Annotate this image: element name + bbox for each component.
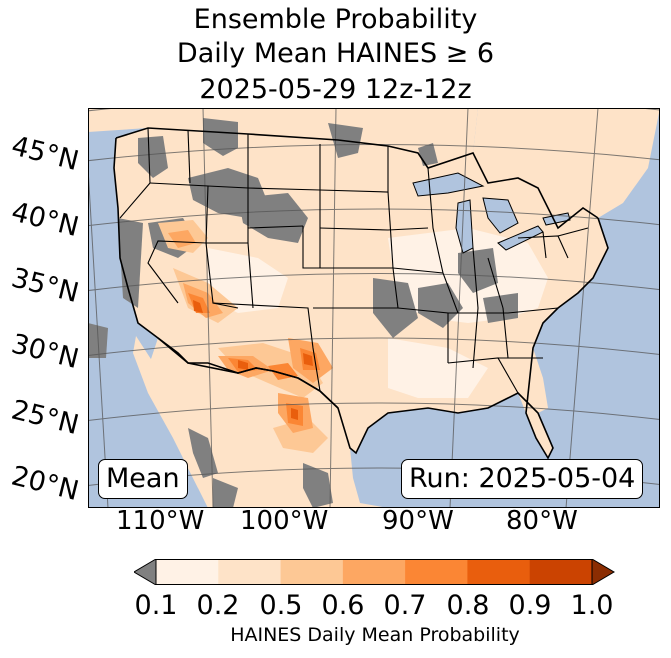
title-line-2: Daily Mean HAINES ≥ 6 — [176, 38, 495, 69]
lon-label-90: 90°W — [382, 506, 454, 536]
lat-label-45: 45°N — [8, 130, 82, 178]
title-line-1: Ensemble Probability — [193, 4, 478, 35]
probability-map — [88, 108, 660, 508]
lake-superior — [412, 172, 485, 197]
prob-bin-highest — [193, 300, 313, 420]
nodata-area — [418, 283, 463, 328]
colorbar-segment — [529, 559, 593, 585]
colorbar-tick: 0.1 — [134, 590, 178, 621]
nodata-area — [138, 136, 168, 178]
lat-label-35: 35°N — [8, 262, 82, 310]
colorbar-tick: 0.7 — [383, 590, 427, 621]
colorbar-tick: 0.9 — [508, 590, 552, 621]
canada-land — [88, 108, 478, 168]
lon-label-80: 80°W — [506, 506, 578, 536]
prob-bin-lowest-west — [208, 248, 288, 313]
lon-label-110: 110°W — [116, 506, 205, 536]
lat-label-40: 40°N — [8, 196, 82, 244]
title-line-3: 2025-05-29 12z-12z — [199, 74, 472, 105]
nodata-area — [303, 463, 333, 508]
nodata-area — [203, 118, 238, 156]
lat-label-30: 30°N — [8, 328, 82, 376]
nodata-area — [238, 193, 308, 243]
stat-label: Mean — [98, 459, 188, 499]
nodata-area — [483, 293, 518, 323]
lat-label-25: 25°N — [8, 394, 82, 442]
colorbar-tick: 0.5 — [259, 590, 303, 621]
colorbar-segment — [405, 559, 468, 585]
colorbar — [134, 559, 615, 585]
nodata-area — [213, 478, 238, 508]
lon-label-100: 100°W — [240, 506, 329, 536]
nodata-area — [188, 428, 218, 478]
lat-label-20: 20°N — [8, 460, 82, 508]
colorbar-segment — [342, 559, 406, 585]
colorbar-under-arrow — [134, 559, 157, 585]
colorbar-tick: 1.0 — [570, 590, 614, 621]
colorbar-segment — [218, 559, 282, 585]
colorbar-tick: 0.8 — [446, 590, 490, 621]
lake-huron — [482, 197, 519, 234]
colorbar-label: HAINES Daily Mean Probability — [230, 624, 520, 646]
lake-michigan — [455, 199, 474, 254]
mexico-border — [157, 337, 339, 409]
colorbar-segment — [280, 559, 344, 585]
prob-bin-lowest-south — [388, 338, 488, 398]
canada-border — [115, 127, 599, 230]
colorbar-segment — [467, 559, 531, 585]
colorbar-segment — [156, 559, 219, 585]
canada-land-east — [473, 108, 660, 228]
run-label: Run: 2025-05-04 — [401, 459, 644, 499]
colorbar-tick: 0.6 — [321, 590, 365, 621]
colorbar-over-arrow — [591, 559, 615, 585]
colorbar-tick: 0.2 — [196, 590, 240, 621]
